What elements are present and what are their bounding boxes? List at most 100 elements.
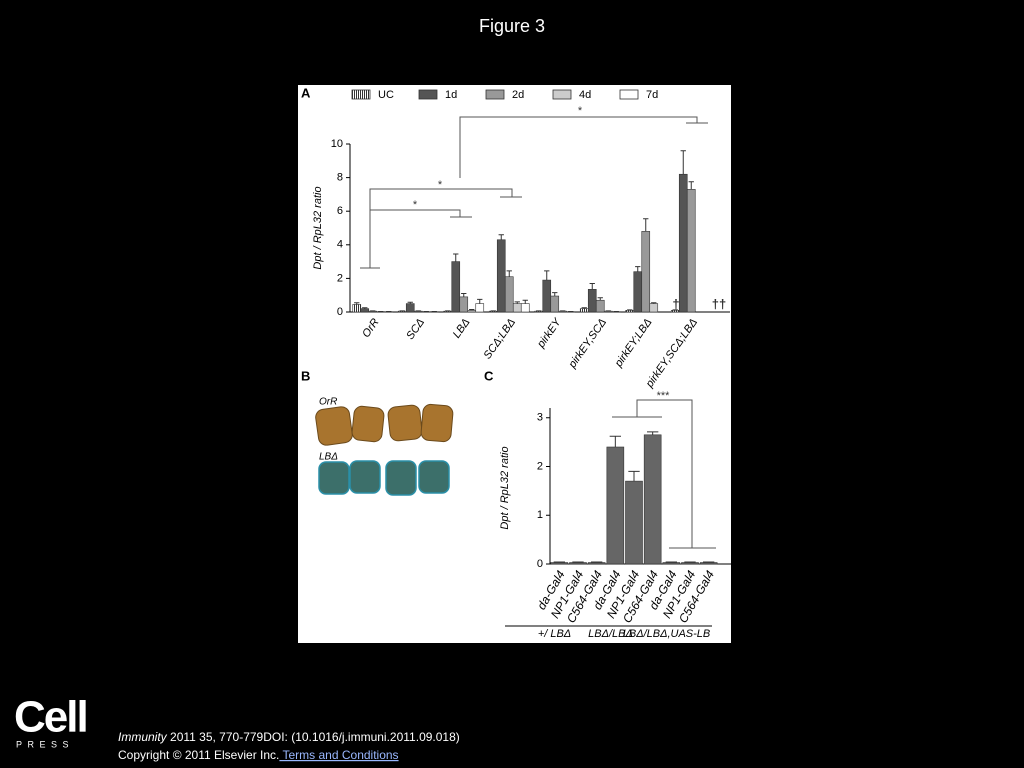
legend-label: 7d <box>646 89 658 101</box>
bar <box>504 276 514 313</box>
journal: Immunity <box>118 730 168 744</box>
error-bar <box>354 302 360 305</box>
error-bar <box>407 301 413 304</box>
error-bar <box>647 431 659 435</box>
citation: Immunity 2011 35, 770-779DOI: (10.1016/j… <box>118 730 460 744</box>
bar <box>625 310 635 313</box>
group-label: +/ LBΔ <box>538 628 571 640</box>
y-tick-label: 3 <box>537 412 543 424</box>
legend-swatch <box>418 89 438 100</box>
bar <box>550 562 569 565</box>
error-bar <box>552 292 558 297</box>
bar <box>681 562 699 565</box>
error-bar <box>477 298 483 304</box>
y-tick-label: 2 <box>537 460 543 472</box>
bar <box>678 173 688 313</box>
annotation: †† <box>712 296 726 311</box>
bar <box>662 562 681 565</box>
bar <box>606 446 625 565</box>
annotation: * <box>438 179 443 191</box>
genotype-label: LBΔ <box>319 452 338 463</box>
slide-title: Figure 3 <box>479 16 545 36</box>
error-bar <box>581 307 587 309</box>
bar <box>459 296 469 313</box>
error-bar <box>628 470 640 482</box>
error-bar <box>522 299 528 304</box>
y-axis-label: Dpt / RpL32 ratio <box>499 446 511 529</box>
error-bar <box>453 253 459 262</box>
annotation: * <box>578 105 583 117</box>
bar <box>587 289 597 313</box>
y-tick-label: 10 <box>331 138 343 150</box>
genotype-label: OrR <box>319 397 337 408</box>
error-bar <box>609 435 621 447</box>
copyright: Copyright © 2011 Elsevier Inc. Terms and… <box>118 748 399 762</box>
legend-label: 4d <box>579 89 591 101</box>
y-tick-label: 2 <box>337 272 343 284</box>
bar <box>352 304 362 313</box>
panel-letter: A <box>301 85 311 100</box>
bar <box>587 562 606 565</box>
annotation: † <box>672 296 679 311</box>
bar <box>649 303 659 313</box>
annotation: *** <box>657 390 671 402</box>
publisher-logo-sub: PRESS <box>16 739 74 749</box>
legend-label: 2d <box>512 89 524 101</box>
bar <box>467 310 477 313</box>
bar <box>633 271 643 313</box>
bar <box>475 303 485 313</box>
error-bar <box>589 282 595 290</box>
bar <box>520 303 530 313</box>
bar <box>512 303 522 313</box>
error-bar <box>461 293 467 297</box>
group-label: LBΔ/LBΔ <box>588 628 633 640</box>
bar <box>625 480 643 565</box>
legend-swatch <box>351 89 371 100</box>
y-tick-label: 0 <box>337 306 343 318</box>
panel-letter: B <box>301 368 310 383</box>
error-bar <box>544 270 550 281</box>
terms-link[interactable]: Terms and Conditions <box>279 748 398 762</box>
bar <box>550 295 560 313</box>
bar <box>360 308 370 313</box>
bar <box>496 239 506 313</box>
legend-swatch <box>619 89 639 100</box>
bar <box>451 261 461 313</box>
bar <box>595 299 605 313</box>
error-bar <box>514 301 520 304</box>
citation-detail: 2011 35, 770-779DOI: (10.1016/j.immuni.2… <box>167 730 460 744</box>
bar <box>641 231 651 313</box>
error-bar <box>672 309 678 311</box>
y-axis-label: Dpt / RpL32 ratio <box>312 186 324 269</box>
bar <box>699 562 718 565</box>
legend-swatch <box>485 89 505 100</box>
error-bar <box>627 309 633 311</box>
legend-label: 1d <box>445 89 457 101</box>
error-bar <box>469 308 475 311</box>
bar <box>542 279 552 313</box>
legend-swatch <box>552 89 572 100</box>
significance-brackets <box>360 116 716 549</box>
y-tick-label: 4 <box>337 239 343 251</box>
legend-label: UC <box>378 89 394 101</box>
group-label: LBΔ/LBΔ,UAS-LB <box>623 628 711 640</box>
larvae-photo: OrR LBΔ <box>315 397 454 496</box>
bar <box>579 308 589 313</box>
bar <box>569 562 587 565</box>
panel-letter: C <box>484 368 494 383</box>
error-bar <box>680 150 686 175</box>
error-bar <box>643 218 649 232</box>
error-bar <box>498 234 504 240</box>
error-bar <box>362 307 368 309</box>
error-bar <box>635 266 641 272</box>
bar <box>405 303 415 313</box>
error-bar <box>651 302 657 304</box>
copyright-text: Copyright © 2011 Elsevier Inc. <box>118 748 279 762</box>
y-tick-label: 8 <box>337 172 343 184</box>
y-tick-label: 6 <box>337 205 343 217</box>
error-bar <box>688 181 694 190</box>
error-bar <box>506 270 512 277</box>
y-tick-label: 1 <box>537 509 543 521</box>
error-bar <box>597 297 603 301</box>
